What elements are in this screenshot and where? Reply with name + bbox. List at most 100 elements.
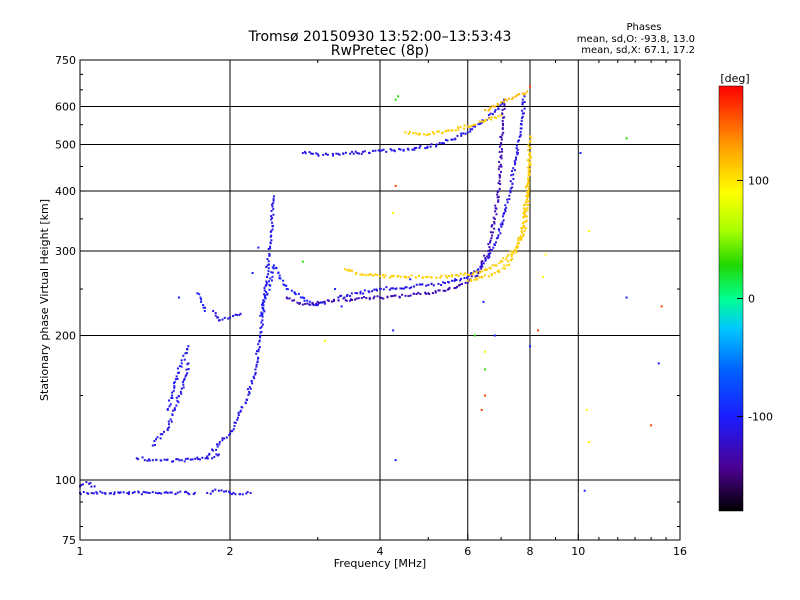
trace-point [501, 267, 504, 270]
trace-point [272, 267, 275, 270]
scatter-point [542, 275, 545, 278]
trace-point [88, 482, 91, 485]
trace-point [450, 275, 453, 278]
trace-point [278, 274, 281, 277]
trace-point [260, 321, 263, 324]
trace-point [498, 145, 501, 148]
trace-point [327, 299, 330, 302]
trace-point [229, 316, 231, 319]
trace-point [471, 273, 474, 276]
trace-point [432, 284, 435, 287]
trace-point [253, 377, 256, 380]
trace-point [215, 453, 218, 456]
trace-point [412, 292, 415, 295]
trace-point [337, 152, 340, 155]
trace-point [221, 318, 224, 321]
trace-point [501, 112, 504, 115]
trace-point [524, 203, 527, 206]
trace-point [521, 92, 524, 95]
trace-point [348, 268, 351, 271]
trace-point [259, 336, 262, 339]
trace-point [182, 379, 185, 382]
y-tick-label: 750 [55, 54, 76, 67]
trace-point [473, 278, 476, 281]
trace-point [198, 293, 201, 296]
trace-point [187, 362, 190, 365]
trace-point [440, 283, 443, 286]
trace-point [204, 457, 207, 460]
trace-point [474, 125, 477, 128]
trace-point [512, 177, 515, 180]
trace-point [507, 253, 510, 256]
trace-point [223, 437, 226, 440]
trace-point [490, 116, 493, 119]
scatter-point [257, 246, 260, 249]
trace-point [470, 275, 473, 278]
trace-point [206, 455, 209, 458]
trace-point [499, 223, 502, 226]
trace-point [382, 288, 385, 291]
trace-point [211, 448, 214, 451]
trace-point [442, 289, 445, 292]
data-points [79, 85, 663, 496]
trace-point [136, 458, 139, 461]
trace-point [521, 101, 524, 104]
trace-point [113, 493, 116, 496]
trace-point [168, 405, 171, 408]
trace-point [267, 263, 270, 266]
trace-point [492, 246, 495, 249]
trace-point [438, 141, 441, 144]
trace-point [450, 273, 453, 276]
trace-point [500, 157, 503, 160]
trace-point [510, 255, 513, 258]
trace-point [151, 444, 154, 447]
trace-point [323, 300, 326, 303]
trace-point [412, 132, 415, 135]
trace-point [498, 179, 501, 182]
trace-point [447, 129, 450, 132]
trace-point [515, 246, 518, 249]
trace-point [487, 109, 490, 112]
trace-point [463, 127, 466, 130]
trace-point [186, 372, 189, 375]
trace-point [271, 266, 274, 269]
trace-point [521, 98, 524, 101]
trace-point [397, 274, 400, 277]
trace-point [254, 368, 257, 371]
trace-point [216, 445, 219, 448]
trace-point [338, 153, 341, 156]
trace-point [187, 345, 190, 348]
trace-point [175, 396, 178, 399]
trace-point [528, 146, 531, 149]
trace-point [382, 297, 385, 300]
trace-point [267, 280, 270, 283]
trace-point [407, 148, 410, 151]
trace-point [430, 143, 433, 146]
trace-point [263, 289, 266, 292]
trace-point [269, 245, 272, 248]
trace-point [479, 122, 482, 125]
trace-point [101, 491, 104, 494]
scatter-point [657, 362, 660, 365]
trace-point [270, 279, 273, 282]
trace-point [234, 313, 237, 316]
trace-point [362, 273, 365, 276]
trace-point [239, 312, 242, 315]
trace-point [444, 282, 447, 285]
trace-point [263, 293, 266, 296]
trace-point [346, 295, 349, 298]
trace-point [151, 459, 154, 462]
trace-point [526, 184, 529, 187]
trace-point [426, 146, 429, 149]
trace-point [473, 270, 476, 273]
trace-point [487, 275, 490, 278]
trace-point [173, 408, 176, 411]
trace-point [270, 209, 273, 212]
trace-point [523, 204, 526, 207]
trace-point [216, 454, 219, 457]
trace-point [330, 300, 333, 303]
trace-point [248, 386, 251, 389]
trace-point [481, 119, 484, 122]
trace-point [480, 263, 483, 266]
trace-point [525, 215, 528, 218]
